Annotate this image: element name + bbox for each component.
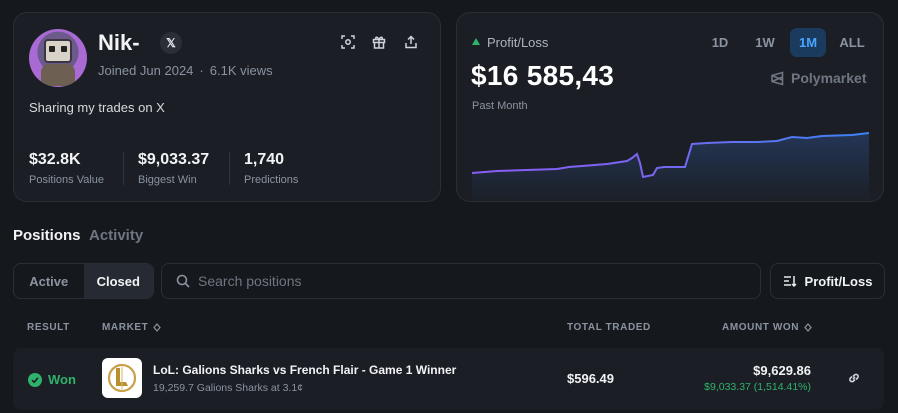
- stat-divider: [123, 152, 124, 185]
- range-1w-button[interactable]: 1W: [755, 35, 775, 50]
- stat-label: Biggest Win: [138, 174, 197, 186]
- search-box: [161, 263, 761, 299]
- column-header-label: TOTAL TRADED: [567, 322, 651, 333]
- stat-value: $32.8K: [29, 151, 81, 168]
- search-input[interactable]: [198, 264, 748, 298]
- sort-label: Profit/Loss: [804, 273, 873, 289]
- stat-label: Predictions: [244, 174, 299, 186]
- column-header-label: RESULT: [27, 322, 70, 333]
- market-logo-icon: [102, 358, 142, 398]
- share-icon[interactable]: [402, 33, 420, 51]
- column-header-market[interactable]: MARKET: [102, 322, 162, 333]
- pnl-value: $16 585,43: [471, 60, 615, 91]
- stat-value: 1,740: [244, 151, 285, 168]
- column-header-label: MARKET: [102, 322, 149, 333]
- scan-icon[interactable]: [339, 33, 357, 51]
- stat-divider: [229, 152, 230, 185]
- column-header-total-traded: TOTAL TRADED: [567, 322, 651, 333]
- triangle-up-icon: [472, 38, 480, 45]
- stat-predictions: 1,740 Predictions: [244, 151, 298, 186]
- brand-name: Polymarket: [791, 70, 867, 86]
- stat-label: Positions Value: [29, 174, 105, 186]
- range-all-button[interactable]: ALL: [839, 35, 865, 50]
- gift-icon[interactable]: [370, 33, 388, 51]
- column-header-result: RESULT: [27, 322, 70, 333]
- stat-value: $9,033.37: [138, 151, 210, 168]
- table-row[interactable]: Won LoL: Galions Sharks vs French Flair …: [13, 348, 884, 410]
- pnl-label: Profit/Loss: [487, 35, 549, 50]
- status-segmented-control: Active Closed: [13, 263, 154, 299]
- column-header-amount-won[interactable]: AMOUNT WON: [722, 322, 812, 333]
- x-icon[interactable]: 𝕏: [160, 32, 182, 54]
- joined-date: Joined Jun 2024: [98, 63, 194, 78]
- filter-active-button[interactable]: Active: [29, 273, 69, 289]
- tab-activity[interactable]: Activity: [89, 227, 144, 244]
- amount-won-value: $9,629.86: [753, 363, 811, 378]
- result-label: Won: [48, 372, 76, 387]
- filter-closed-button[interactable]: Closed: [83, 264, 153, 298]
- sort-diamond-icon: [153, 323, 162, 332]
- polymarket-logo-icon: [771, 70, 784, 86]
- search-icon: [176, 274, 190, 288]
- avatar[interactable]: [29, 29, 87, 87]
- link-icon[interactable]: [847, 371, 861, 385]
- profile-meta: Joined Jun 2024 · 6.1K views: [98, 63, 273, 78]
- pnl-chart: [471, 132, 870, 201]
- market-title[interactable]: LoL: Galions Sharks vs French Flair - Ga…: [153, 363, 457, 377]
- sort-diamond-icon: [804, 323, 812, 332]
- bio: Sharing my trades on X: [29, 100, 165, 115]
- range-1d-button[interactable]: 1D: [711, 35, 729, 50]
- total-traded-value: $596.49: [567, 371, 614, 386]
- pnl-chart-line: [471, 132, 870, 179]
- polymarket-brand: Polymarket: [770, 70, 866, 86]
- profit-value: $9,033.37 (1,514.41%): [704, 381, 811, 393]
- username: Nik-: [98, 30, 140, 55]
- result-badge: Won: [28, 372, 76, 387]
- stat-biggest-win: $9,033.37 Biggest Win: [138, 151, 209, 186]
- sort-icon: [783, 276, 797, 288]
- range-1m-button[interactable]: 1M: [790, 28, 826, 57]
- sort-button[interactable]: Profit/Loss: [770, 263, 885, 299]
- profile-card: Nik- 𝕏 Joined Jun 2024 · 6.1K views Sharin…: [13, 12, 441, 202]
- market-subtitle: 19,259.7 Galions Sharks at 3.1¢: [153, 382, 304, 394]
- separator: ·: [199, 63, 204, 78]
- views-count: 6.1K views: [209, 63, 273, 78]
- check-circle-icon: [28, 372, 42, 387]
- tab-positions[interactable]: Positions: [13, 227, 81, 244]
- pnl-period: Past Month: [472, 100, 528, 112]
- stat-positions-value: $32.8K Positions Value: [29, 151, 104, 186]
- column-header-label: AMOUNT WON: [722, 322, 800, 333]
- pnl-card: Profit/Loss $16 585,43 Past Month 1D 1W …: [456, 12, 884, 202]
